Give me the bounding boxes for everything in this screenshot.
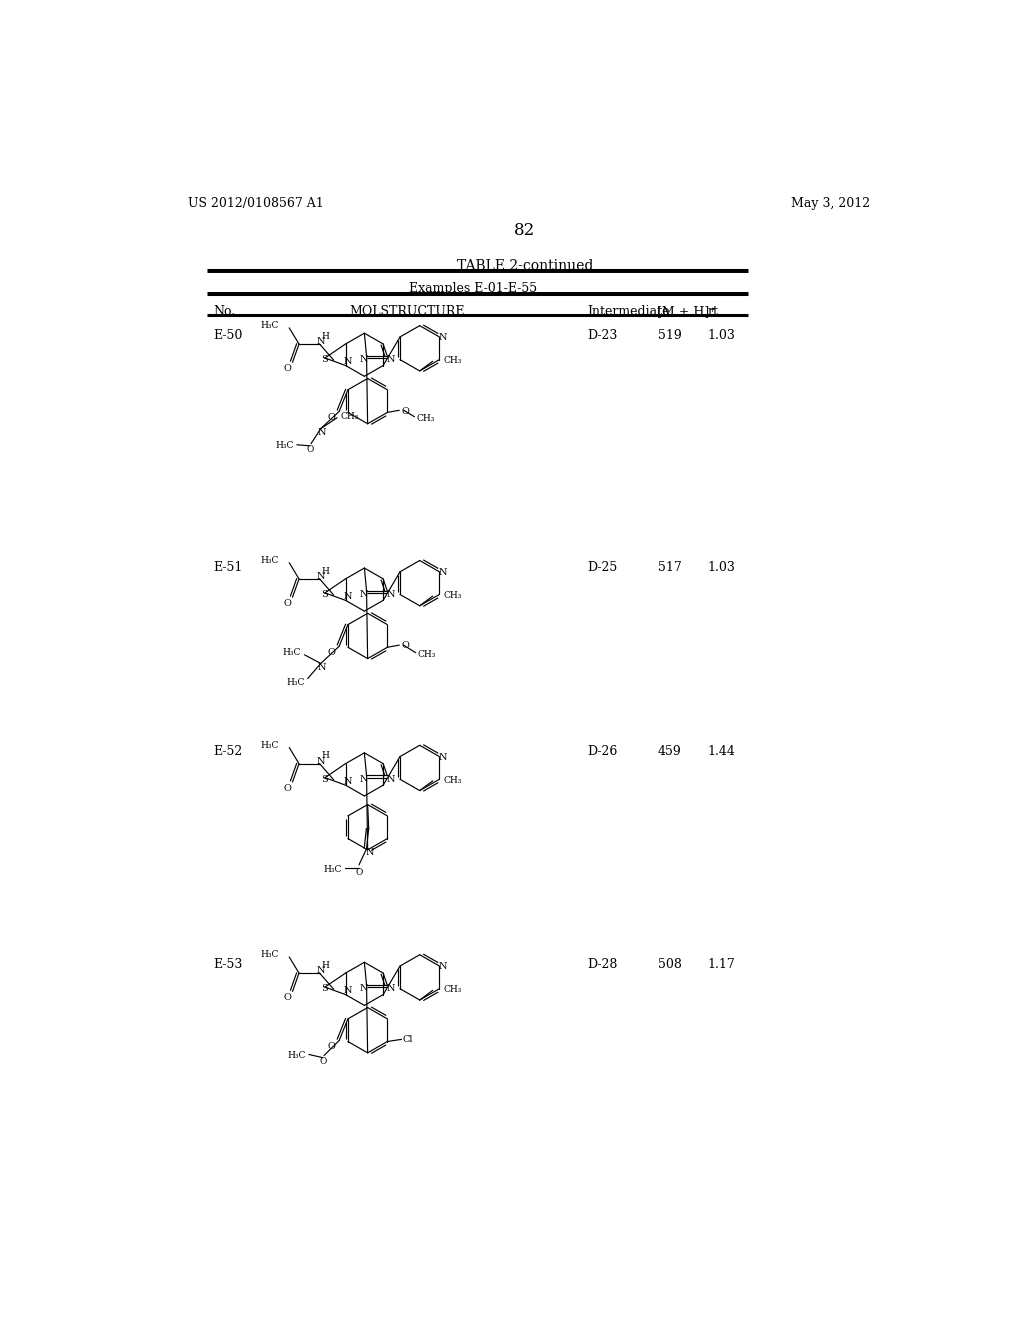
Text: H₃C: H₃C: [275, 441, 294, 450]
Text: H₃C: H₃C: [324, 865, 342, 874]
Text: H: H: [322, 961, 330, 970]
Text: S: S: [321, 775, 328, 784]
Text: O: O: [306, 445, 313, 454]
Text: D-23: D-23: [587, 330, 617, 342]
Text: N: N: [359, 775, 368, 784]
Text: N: N: [316, 572, 325, 581]
Text: N: N: [438, 752, 446, 762]
Text: TABLE 2-continued: TABLE 2-continued: [457, 259, 593, 272]
Text: O: O: [283, 993, 291, 1002]
Text: N: N: [344, 358, 352, 366]
Text: E-52: E-52: [213, 744, 243, 758]
Text: 517: 517: [658, 561, 682, 574]
Text: 519: 519: [658, 330, 682, 342]
Text: H₃C: H₃C: [261, 321, 280, 330]
Text: CH₃: CH₃: [443, 985, 462, 994]
Text: CH₃: CH₃: [417, 414, 435, 424]
Text: N: N: [359, 985, 368, 993]
Text: H: H: [322, 566, 330, 576]
Text: [M + H]⁺: [M + H]⁺: [656, 305, 716, 318]
Text: N: N: [387, 775, 395, 784]
Text: MOLSTRUCTURE: MOLSTRUCTURE: [349, 305, 465, 318]
Text: H₃C: H₃C: [261, 741, 280, 750]
Text: O: O: [401, 407, 410, 416]
Text: O: O: [319, 1057, 327, 1067]
Text: N: N: [359, 590, 368, 599]
Text: O: O: [283, 599, 291, 609]
Text: rt: rt: [708, 305, 719, 318]
Text: N: N: [438, 962, 446, 972]
Text: O: O: [328, 1041, 336, 1051]
Text: 1.17: 1.17: [708, 958, 735, 970]
Text: O: O: [328, 648, 336, 657]
Text: E-50: E-50: [213, 330, 243, 342]
Text: H₃C: H₃C: [287, 1051, 305, 1060]
Text: E-53: E-53: [213, 958, 243, 970]
Text: S: S: [321, 590, 328, 599]
Text: D-26: D-26: [587, 744, 617, 758]
Text: CH₃: CH₃: [340, 412, 358, 421]
Text: H: H: [322, 331, 330, 341]
Text: O: O: [328, 413, 336, 422]
Text: O: O: [355, 867, 362, 876]
Text: 1.03: 1.03: [708, 330, 735, 342]
Text: 1.44: 1.44: [708, 744, 735, 758]
Text: N: N: [438, 568, 446, 577]
Text: O: O: [401, 642, 410, 651]
Text: N: N: [387, 590, 395, 599]
Text: Intermediate: Intermediate: [587, 305, 670, 318]
Text: S: S: [321, 355, 328, 364]
Text: 508: 508: [658, 958, 682, 970]
Text: N: N: [387, 355, 395, 364]
Text: CH₃: CH₃: [443, 776, 462, 784]
Text: CH₃: CH₃: [443, 591, 462, 599]
Text: N: N: [316, 337, 325, 346]
Text: 82: 82: [514, 222, 536, 239]
Text: H₃C: H₃C: [261, 950, 280, 960]
Text: N: N: [316, 756, 325, 766]
Text: N: N: [318, 663, 327, 672]
Text: N: N: [318, 428, 327, 437]
Text: E-51: E-51: [213, 561, 243, 574]
Text: N: N: [316, 966, 325, 975]
Text: N: N: [344, 777, 352, 785]
Text: N: N: [387, 985, 395, 993]
Text: CH₃: CH₃: [418, 651, 436, 659]
Text: 459: 459: [658, 744, 682, 758]
Text: D-25: D-25: [587, 561, 617, 574]
Text: US 2012/0108567 A1: US 2012/0108567 A1: [188, 197, 325, 210]
Text: Examples E-01-E-55: Examples E-01-E-55: [409, 281, 537, 294]
Text: May 3, 2012: May 3, 2012: [791, 197, 869, 210]
Text: N: N: [359, 355, 368, 364]
Text: O: O: [283, 784, 291, 793]
Text: H₃C: H₃C: [261, 556, 280, 565]
Text: N: N: [438, 333, 446, 342]
Text: H₃C: H₃C: [286, 678, 304, 688]
Text: Cl: Cl: [402, 1035, 413, 1044]
Text: N: N: [344, 986, 352, 995]
Text: S: S: [321, 985, 328, 993]
Text: H: H: [322, 751, 330, 760]
Text: N: N: [344, 593, 352, 601]
Text: CH₃: CH₃: [443, 356, 462, 364]
Text: H₃C: H₃C: [283, 648, 301, 657]
Text: 1.03: 1.03: [708, 561, 735, 574]
Text: D-28: D-28: [587, 958, 617, 970]
Text: O: O: [283, 364, 291, 374]
Text: No.: No.: [213, 305, 236, 318]
Text: N: N: [366, 849, 374, 857]
